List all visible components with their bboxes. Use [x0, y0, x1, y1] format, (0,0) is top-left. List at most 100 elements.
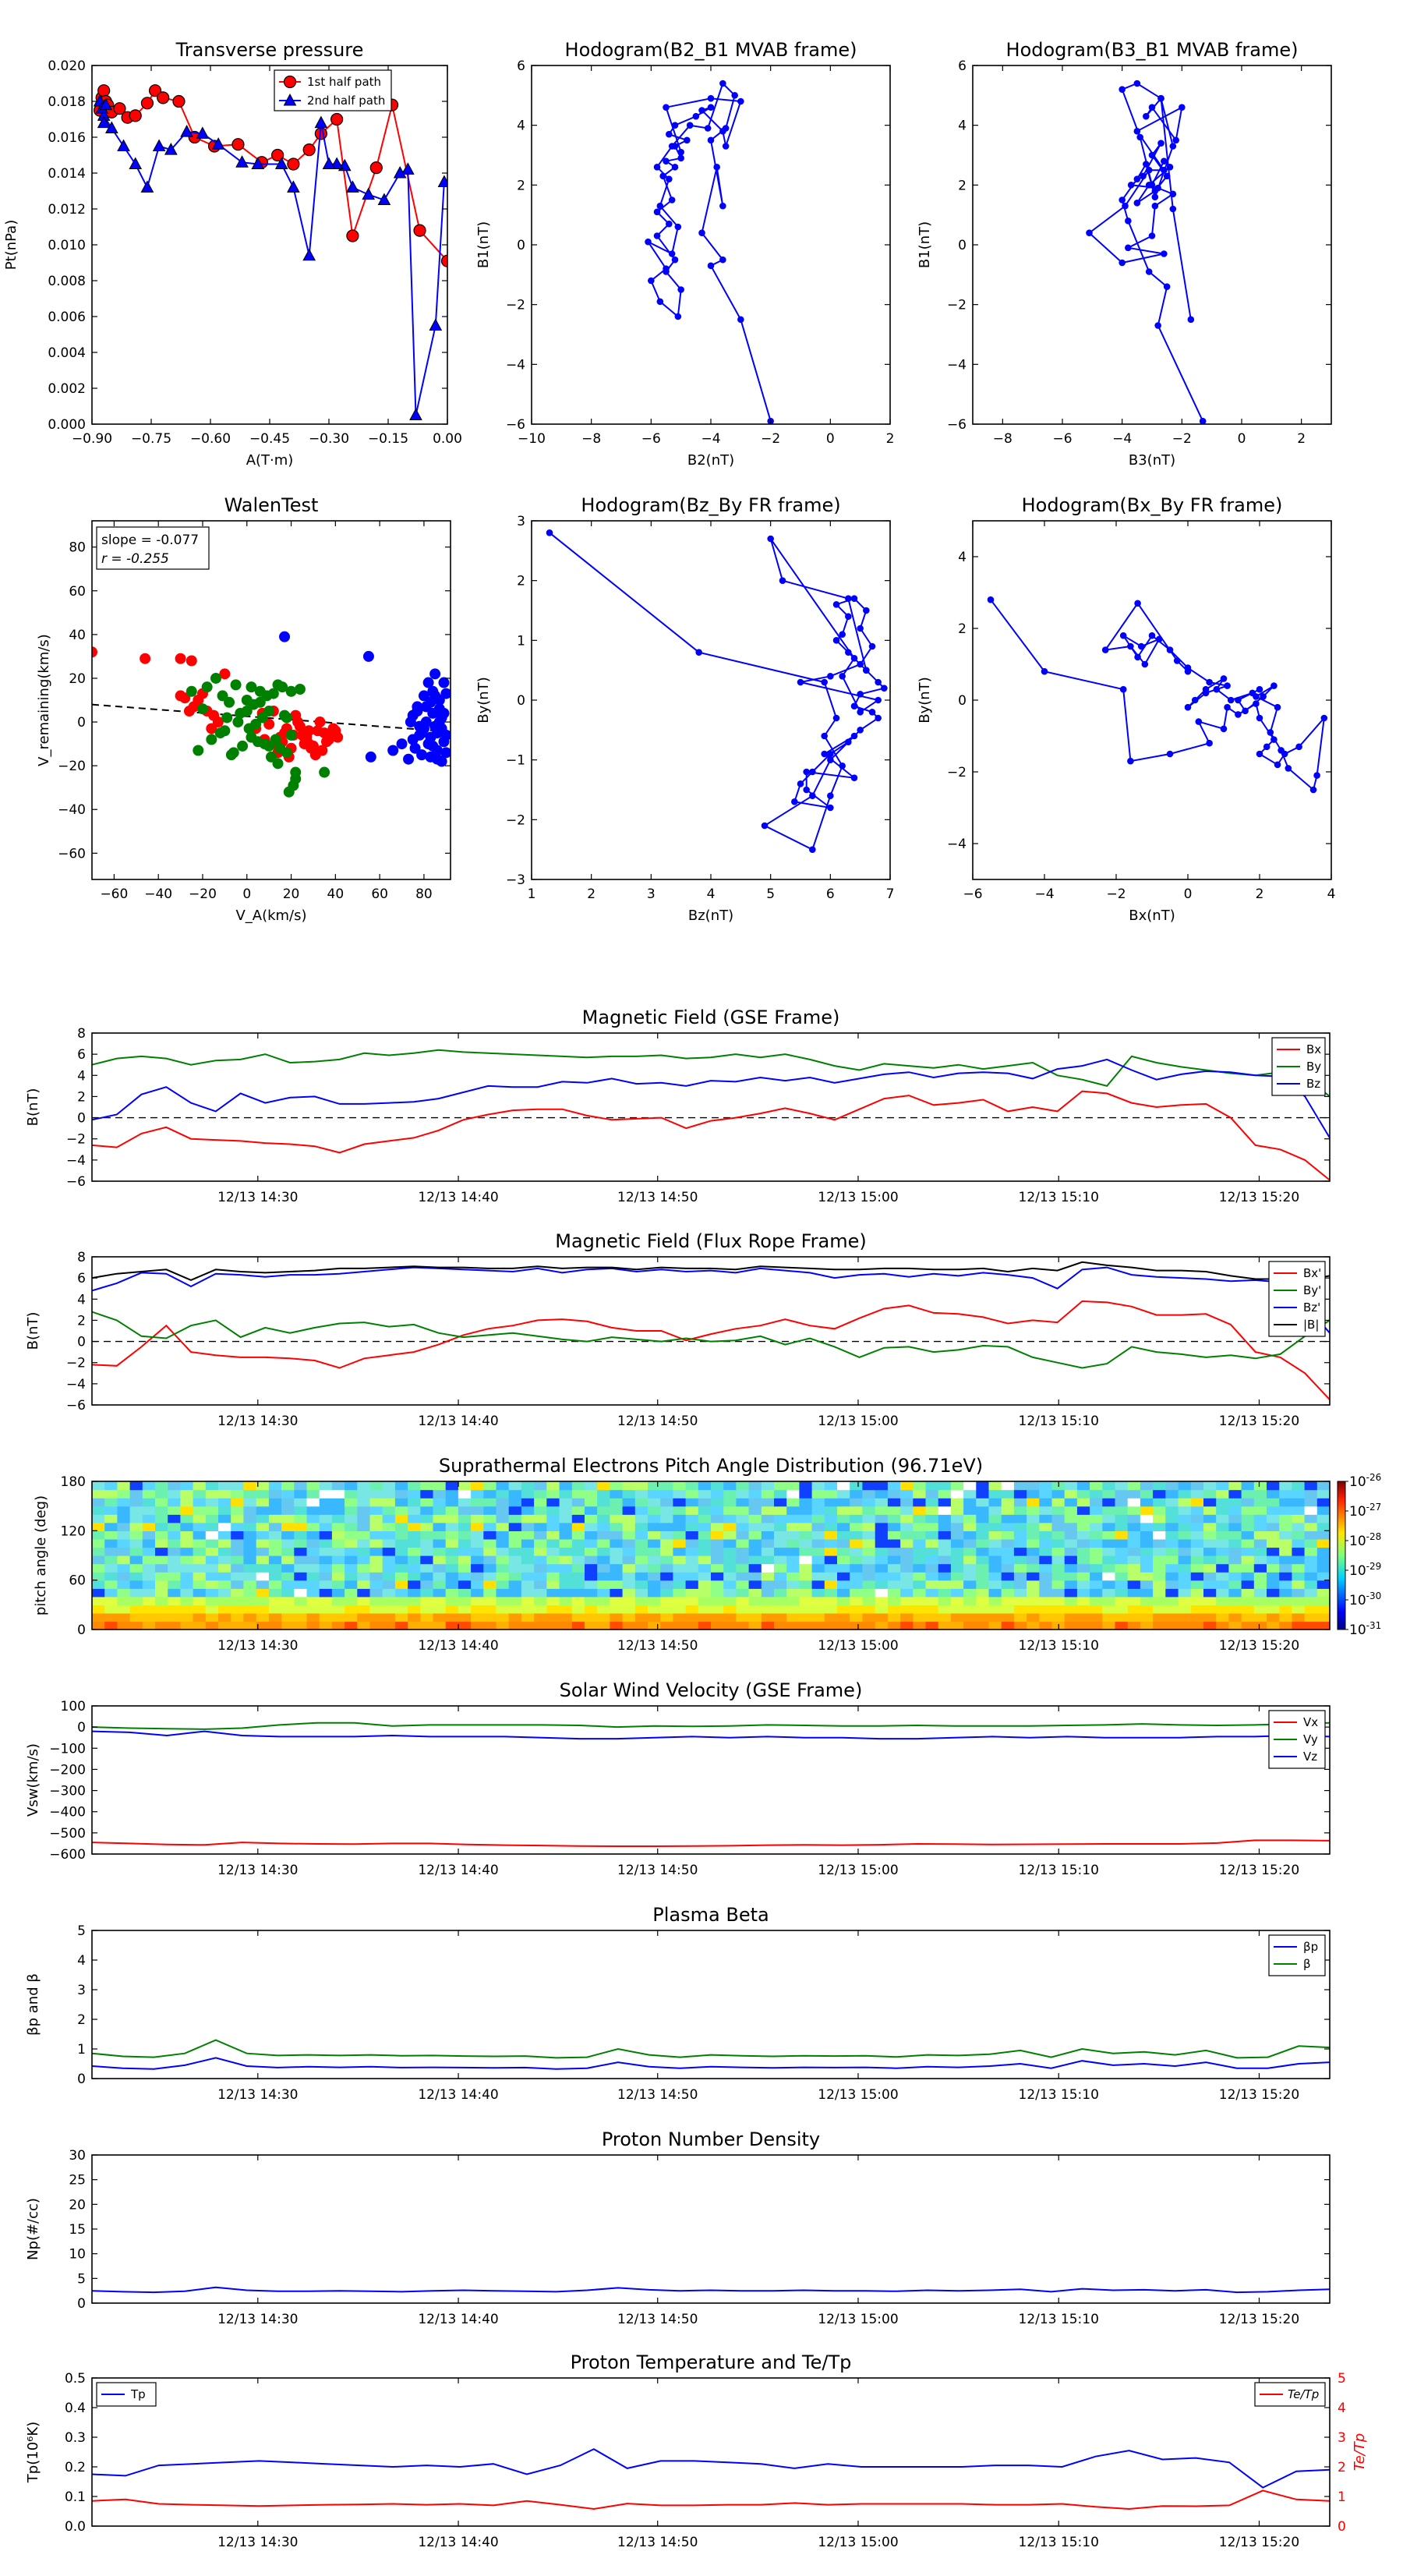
- heatmap-cell: [1051, 1596, 1066, 1605]
- heatmap-cell: [357, 1572, 371, 1581]
- x-tick-label: 60: [371, 886, 388, 902]
- heatmap-cell: [1279, 1555, 1292, 1565]
- heatmap-cell: [205, 1522, 219, 1531]
- colorbar-tick-label: 10-31: [1349, 1620, 1381, 1638]
- heatmap-cell: [988, 1489, 1002, 1499]
- heatmap-cell: [1216, 1506, 1229, 1515]
- y-tick-label: −4: [506, 357, 525, 373]
- data-point: [1274, 761, 1281, 769]
- heatmap-cell: [887, 1481, 901, 1491]
- heatmap-cell: [1228, 1605, 1242, 1614]
- data-point: [1119, 196, 1126, 203]
- heatmap-cell: [458, 1605, 472, 1614]
- heatmap-cell: [281, 1547, 295, 1556]
- heatmap-cell: [1076, 1489, 1090, 1499]
- heatmap-cell: [938, 1538, 952, 1548]
- heatmap-cell: [382, 1481, 396, 1491]
- heatmap-cell: [306, 1506, 320, 1515]
- y-tick-label: 4: [517, 119, 525, 134]
- y-tick-label: −6: [506, 417, 525, 433]
- x-tick-label: −4: [1034, 886, 1054, 902]
- data-point: [263, 740, 275, 752]
- y-tick-label: 0: [77, 1335, 86, 1350]
- heatmap-cell: [1165, 1522, 1179, 1531]
- data-point: [1270, 682, 1278, 689]
- heatmap-cell: [1267, 1506, 1280, 1515]
- heatmap-cell: [748, 1563, 762, 1573]
- heatmap-cell: [774, 1522, 787, 1531]
- data-point: [850, 732, 858, 740]
- heatmap-cell: [799, 1530, 813, 1540]
- data-point: [809, 768, 816, 776]
- data-point: [164, 143, 178, 155]
- heatmap-cell: [508, 1596, 522, 1605]
- heatmap-cell: [231, 1506, 244, 1515]
- heatmap-cell: [887, 1596, 901, 1605]
- heatmap-cell: [1253, 1555, 1267, 1565]
- heatmap-cell: [1165, 1563, 1179, 1573]
- heatmap-cell: [761, 1621, 775, 1629]
- heatmap-cell: [534, 1547, 547, 1556]
- heatmap-cell: [471, 1580, 484, 1589]
- x-tick-label: 12/13 15:00: [818, 2087, 898, 2103]
- heatmap-cell: [471, 1530, 484, 1540]
- heatmap-cell: [433, 1538, 447, 1548]
- heatmap-cell: [445, 1588, 459, 1598]
- heatmap-cell: [218, 1580, 231, 1589]
- heatmap-cell: [1153, 1514, 1166, 1523]
- heatmap-cell: [1140, 1506, 1154, 1515]
- heatmap-cell: [205, 1580, 219, 1589]
- heatmap-cell: [281, 1563, 295, 1573]
- heatmap-cell: [1292, 1555, 1306, 1565]
- data-point: [1134, 600, 1141, 607]
- heatmap-cell: [799, 1522, 813, 1531]
- heatmap-cell: [1013, 1522, 1027, 1531]
- heatmap-cell: [1039, 1481, 1053, 1491]
- y-tick-label: 5: [77, 2271, 86, 2287]
- heatmap-cell: [180, 1612, 194, 1622]
- heatmap-cell: [205, 1489, 219, 1499]
- heatmap-cell: [862, 1580, 876, 1589]
- data-point: [827, 792, 834, 799]
- heatmap-cell: [610, 1498, 624, 1507]
- heatmap-cell: [711, 1612, 724, 1622]
- heatmap-cell: [104, 1498, 118, 1507]
- heatmap-cell: [508, 1506, 522, 1515]
- heatmap-cell: [748, 1514, 762, 1523]
- heatmap-cell: [180, 1489, 194, 1499]
- data-point: [821, 750, 828, 758]
- data-point: [129, 157, 143, 169]
- heatmap-cell: [1203, 1489, 1217, 1499]
- heatmap-cell: [256, 1555, 270, 1565]
- heatmap-cell: [571, 1572, 585, 1581]
- heatmap-cell: [736, 1481, 750, 1491]
- x-tick-label: 12/13 15:10: [1019, 1863, 1099, 1878]
- heatmap-cell: [521, 1538, 535, 1548]
- heatmap-cell: [256, 1481, 270, 1491]
- heatmap-cell: [913, 1547, 927, 1556]
- heatmap-cell: [117, 1621, 131, 1629]
- heatmap-cell: [345, 1538, 358, 1548]
- heatmap-cell: [1190, 1588, 1204, 1598]
- heatmap-cell: [736, 1588, 750, 1598]
- heatmap-cell: [294, 1612, 308, 1622]
- heatmap-cell: [306, 1555, 320, 1565]
- chart-title: Proton Number Density: [602, 2128, 820, 2150]
- y-tick-label: −300: [49, 1784, 86, 1799]
- heatmap-cell: [92, 1621, 105, 1629]
- heatmap-cell: [281, 1555, 295, 1565]
- heatmap-cell: [1178, 1612, 1192, 1622]
- data-point: [1101, 646, 1109, 653]
- data-point: [279, 631, 291, 642]
- heatmap-cell: [534, 1580, 547, 1589]
- heatmap-cell: [1228, 1612, 1242, 1622]
- data-point: [290, 773, 302, 784]
- heatmap-cell: [673, 1605, 687, 1614]
- heatmap-cell: [673, 1498, 687, 1507]
- heatmap-cell: [736, 1547, 750, 1556]
- heatmap-cell: [104, 1538, 118, 1548]
- data-point: [369, 161, 383, 175]
- heatmap-cell: [496, 1522, 510, 1531]
- heatmap-cell: [319, 1588, 333, 1598]
